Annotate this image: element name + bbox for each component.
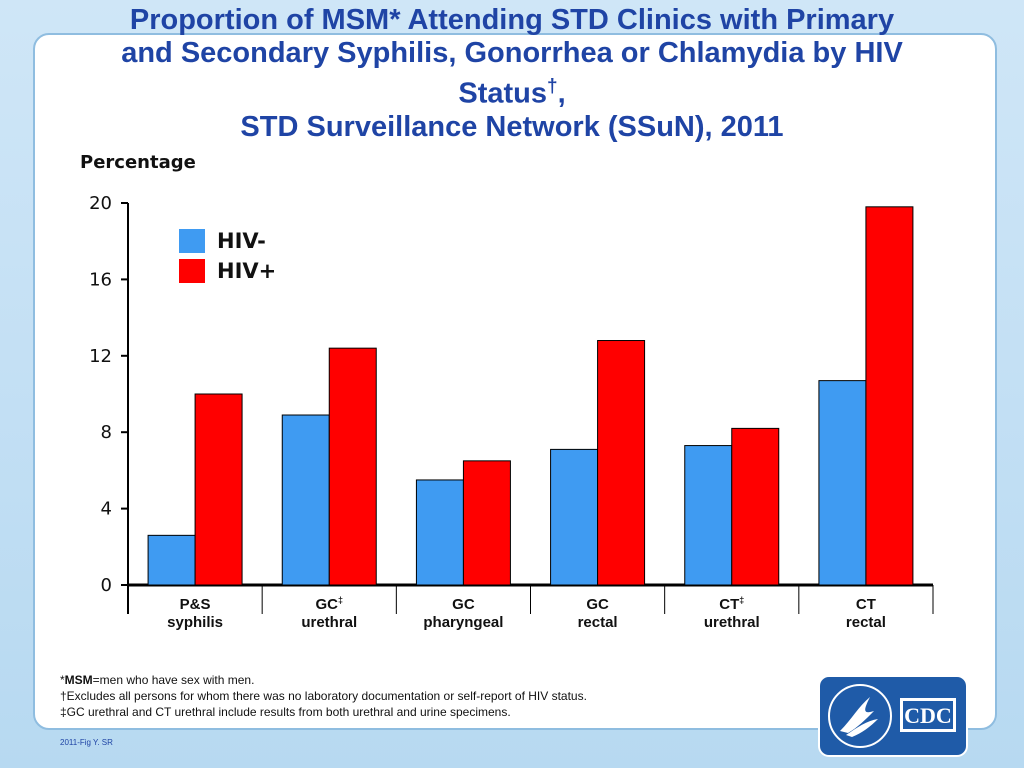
category-label-line2: rectal [578, 614, 618, 631]
bar-hiv-neg-3 [550, 448, 599, 586]
title-line-3-text: Status [458, 77, 547, 110]
legend-swatch-hiv-pos [179, 259, 205, 283]
y-tick-label: 8 [101, 422, 112, 443]
hhs-eagle-seal-icon [828, 684, 892, 748]
chart-title: Proportion of MSM* Attending STD Clinics… [0, 4, 1024, 144]
bar-hiv-pos-1 [328, 347, 377, 586]
x-axis-categories: P&SsyphilisGC‡urethralGCpharyngealGCrect… [167, 585, 934, 631]
category-label-line2: pharyngeal [423, 614, 503, 631]
y-tick-label: 4 [101, 499, 112, 520]
category-label-line1: CT [856, 596, 876, 613]
cdc-logo: CDC [818, 675, 968, 757]
bar-hiv-pos-5 [865, 206, 914, 586]
title-dagger: † [547, 76, 558, 97]
bar-hiv-neg-0 [147, 534, 196, 586]
category-label-sup: ‡ [739, 595, 744, 605]
category-label-line1: GC‡ [315, 595, 343, 613]
legend-swatch-hiv-neg [179, 229, 205, 253]
category-label-sup: ‡ [338, 595, 343, 605]
title-line-4: STD Surveillance Network (SSuN), 2011 [240, 110, 784, 143]
bar-hiv-neg-2 [415, 479, 464, 586]
y-axis-ticks: 0 4 8 12 16 20 [89, 193, 128, 596]
title-line-2: and Secondary Syphilis, Gonorrhea or Chl… [121, 37, 903, 69]
footnote-dagger: †Excludes all persons for whom there was… [60, 689, 587, 703]
bar-hiv-pos-3 [597, 340, 646, 586]
footnote-star: * [60, 673, 65, 687]
category-label-line2: rectal [846, 614, 886, 631]
category-label-line1: CT‡ [719, 595, 744, 613]
category-label-line1: GC [586, 596, 609, 613]
legend-label-hiv-pos: HIV+ [217, 259, 277, 283]
cdc-logo-text: CDC [904, 703, 952, 728]
footnotes: *MSM=men who have sex with men. †Exclude… [60, 672, 587, 720]
category-label-line1: P&S [180, 596, 211, 613]
title-line-3: Status†, [0, 70, 1024, 111]
bar-hiv-pos-2 [462, 460, 511, 586]
y-tick-label: 16 [89, 269, 112, 290]
category-label-line2: urethral [704, 614, 760, 631]
bars [147, 206, 914, 586]
title-line-3-end: , [557, 77, 566, 110]
y-axis-label: Percentage [80, 152, 196, 173]
bar-hiv-pos-4 [731, 427, 780, 586]
bar-hiv-neg-5 [818, 380, 867, 586]
y-tick-label: 20 [89, 193, 112, 214]
category-label-line2: syphilis [167, 614, 223, 631]
bar-hiv-pos-0 [194, 393, 243, 586]
legend: HIV- HIV+ [179, 226, 276, 286]
footnote-double-dagger: ‡GC urethral and CT urethral include res… [60, 705, 511, 719]
footnote-msm-term: MSM [64, 673, 93, 687]
footnote-msm-def: =men who have sex with men. [92, 673, 255, 687]
y-tick-label: 12 [89, 346, 112, 367]
category-label-line1: GC [452, 596, 475, 613]
legend-item-hiv-neg: HIV- [179, 226, 276, 256]
footnote-msm: *MSM=men who have sex with men. [60, 672, 587, 688]
figure-reference: 2011-Fig Y. SR [60, 738, 113, 747]
y-tick-label: 0 [101, 575, 112, 596]
category-label-line2: urethral [301, 614, 357, 631]
legend-item-hiv-pos: HIV+ [179, 256, 276, 286]
legend-label-hiv-neg: HIV- [217, 229, 266, 253]
bar-hiv-neg-1 [281, 414, 330, 586]
bar-hiv-neg-4 [684, 445, 733, 586]
title-line-1: Proportion of MSM* Attending STD Clinics… [129, 4, 895, 36]
